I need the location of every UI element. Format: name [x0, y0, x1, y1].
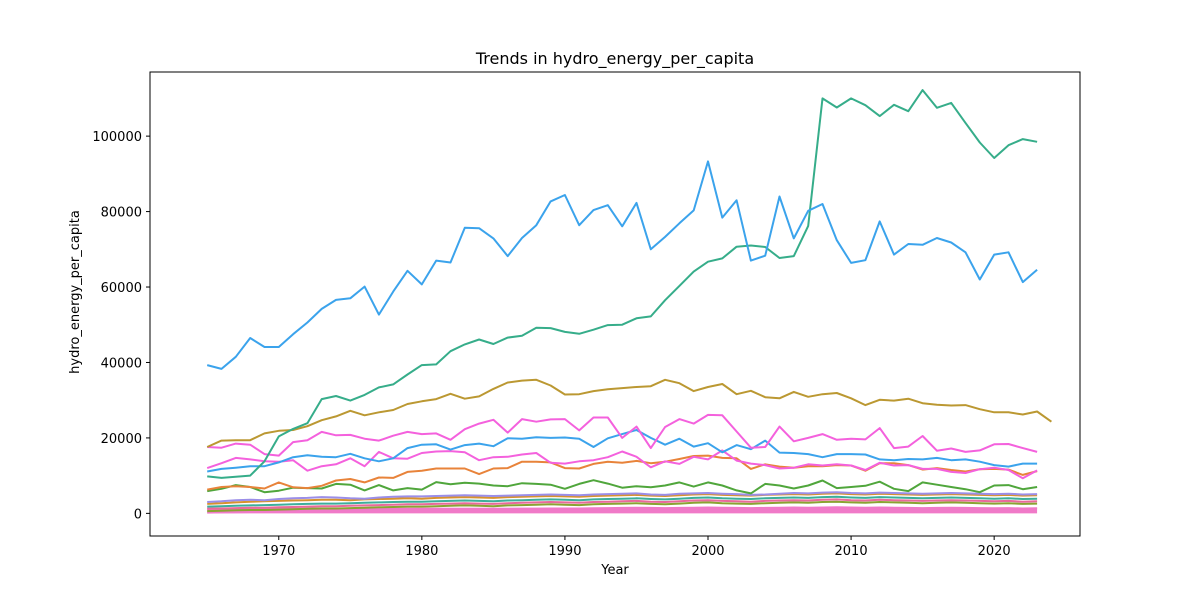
- series-line-series-12: [207, 498, 1038, 510]
- series-line-series-5: [207, 429, 1038, 473]
- x-axis-label: Year: [600, 563, 629, 578]
- series-line-series-3: [206, 378, 1052, 448]
- x-tick-label: 2000: [691, 544, 724, 559]
- y-tick-label: 0: [134, 507, 142, 522]
- series-line-series-6: [206, 449, 1038, 480]
- axes-layer: 1970 1980 1990 2000 2010 2020 0 20000 40000 60000…: [92, 71, 1081, 559]
- series-line-series-1: [206, 160, 1038, 370]
- y-tick-label: 80000: [101, 206, 142, 221]
- x-tick-label: 2020: [978, 544, 1011, 559]
- series-line-series-8: [207, 479, 1038, 495]
- series-layer: [206, 89, 1052, 514]
- plot-frame: [149, 71, 1081, 537]
- y-tick-label: 20000: [101, 432, 142, 447]
- x-tick-label: 1990: [548, 544, 581, 559]
- series-line-series-13: [207, 500, 1038, 513]
- series-line-series-9: [207, 491, 1038, 503]
- y-tick-label: 100000: [92, 130, 142, 145]
- series-line-series-4: [207, 413, 1038, 457]
- x-tick-label: 1970: [262, 544, 295, 559]
- chart-title: Trends in hydro_energy_per_capita: [475, 49, 754, 69]
- low-values-band: [207, 507, 1038, 514]
- x-tick-label: 2010: [835, 544, 868, 559]
- series-line-series-7: [207, 454, 1038, 491]
- series-line-series-2: [207, 89, 1038, 479]
- y-tick-label: 40000: [101, 356, 142, 371]
- series-line-series-11: [207, 495, 1038, 508]
- series-line-series-14: [207, 506, 1038, 514]
- y-tick-label: 60000: [101, 281, 142, 296]
- x-tick-label: 1980: [405, 544, 438, 559]
- y-axis-label: hydro_energy_per_capita: [68, 210, 83, 374]
- series-line-series-10: [207, 492, 1038, 505]
